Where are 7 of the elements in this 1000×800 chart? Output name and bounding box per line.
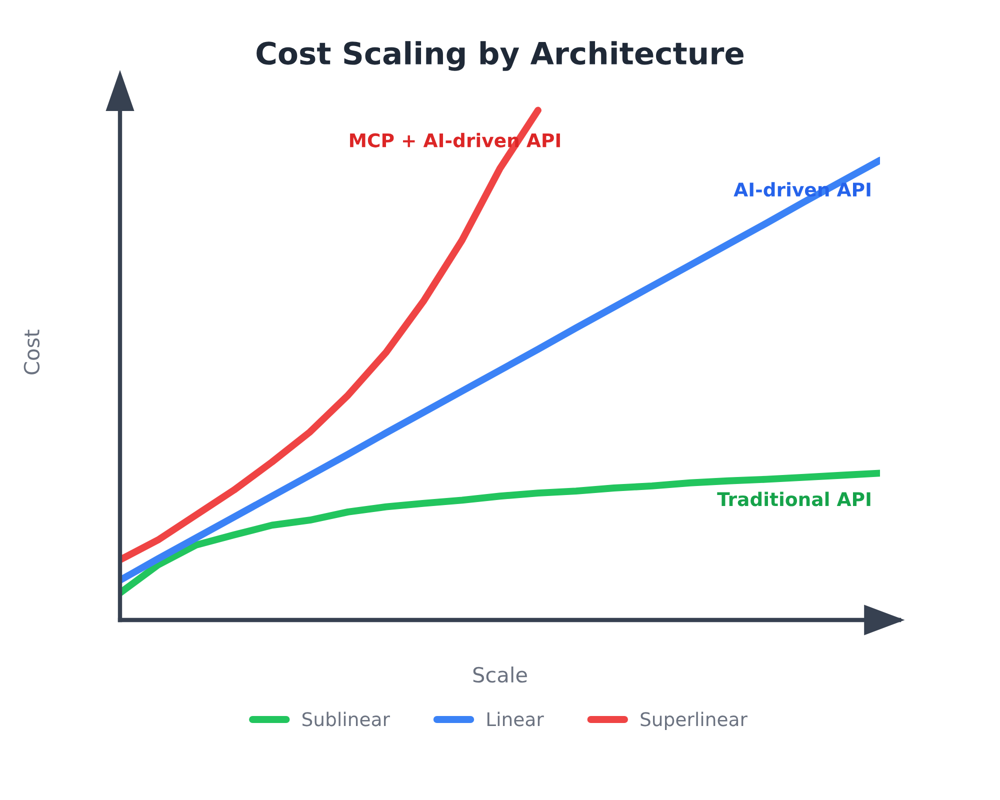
- annotation: Traditional API: [717, 492, 870, 506]
- y-axis-title: Cost: [24, 330, 40, 374]
- x-axis-title: Scale: [473, 666, 527, 683]
- legend-label: Sublinear: [302, 712, 390, 726]
- legend-label: Superlinear: [640, 712, 748, 730]
- legend-label: Linear: [487, 712, 544, 726]
- chart-title: Cost Scaling by Architecture: [256, 41, 744, 71]
